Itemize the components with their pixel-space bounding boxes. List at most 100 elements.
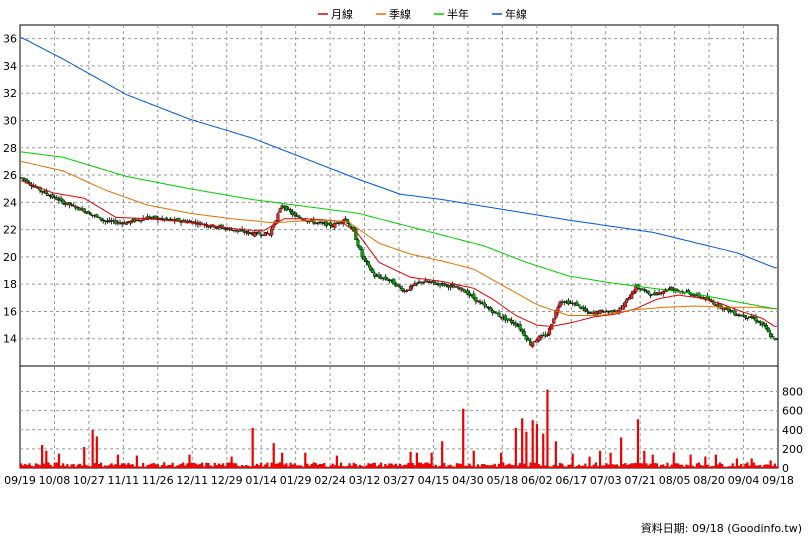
volume-bar bbox=[474, 466, 477, 468]
candle-up bbox=[208, 226, 213, 228]
volume-bars bbox=[19, 389, 779, 468]
volume-bar bbox=[344, 466, 347, 468]
volume-bar bbox=[411, 462, 414, 468]
volume-bar bbox=[219, 464, 223, 468]
volume-bar bbox=[529, 462, 532, 468]
volume-bar bbox=[293, 463, 296, 468]
volume-bar bbox=[43, 463, 46, 468]
x-tick-label: 11/26 bbox=[142, 474, 174, 487]
volume-bar bbox=[68, 466, 71, 468]
candle-down bbox=[164, 217, 168, 220]
volume-bar bbox=[188, 454, 191, 468]
volume-bar bbox=[213, 462, 216, 468]
volume-bar bbox=[544, 465, 547, 468]
candle-up bbox=[693, 295, 697, 297]
candle-down bbox=[44, 190, 48, 195]
volume-bar bbox=[217, 463, 221, 468]
volume-bar bbox=[28, 463, 31, 468]
volume-bar bbox=[664, 466, 667, 468]
volume-bar bbox=[773, 463, 776, 468]
volume-bar bbox=[331, 463, 334, 468]
volume-bar bbox=[691, 465, 694, 468]
price-tick-label: 32 bbox=[3, 87, 17, 100]
volume-bar bbox=[487, 465, 490, 468]
volume-bar bbox=[192, 462, 195, 468]
volume-bar bbox=[451, 466, 454, 468]
volume-bar bbox=[388, 463, 391, 468]
volume-bar bbox=[295, 465, 298, 468]
volume-bar bbox=[449, 464, 452, 468]
candle-down bbox=[444, 284, 448, 286]
volume-bar bbox=[394, 463, 397, 468]
volume-bar bbox=[401, 465, 404, 468]
x-tick-label: 09/04 bbox=[728, 474, 760, 487]
volume-bar bbox=[352, 462, 355, 468]
volume-bar bbox=[731, 463, 734, 468]
volume-bar bbox=[34, 463, 37, 468]
volume-bar bbox=[563, 466, 566, 468]
volume-bar bbox=[106, 465, 109, 468]
volume-bar bbox=[146, 465, 149, 468]
volume-bar bbox=[70, 464, 73, 468]
volume-bar bbox=[455, 463, 459, 468]
candle-down bbox=[503, 315, 507, 321]
volume-bar bbox=[662, 464, 665, 468]
volume-bar bbox=[64, 466, 67, 468]
x-tick-label: 09/19 bbox=[4, 474, 36, 487]
x-tick-label: 04/15 bbox=[418, 474, 450, 487]
candle-down bbox=[604, 310, 608, 312]
volume-bar bbox=[674, 463, 677, 468]
candle-down bbox=[377, 274, 381, 278]
volume-bar bbox=[689, 454, 692, 468]
volume-bar bbox=[234, 463, 237, 468]
volume-bar bbox=[302, 466, 305, 468]
price-tick-label: 34 bbox=[3, 60, 17, 73]
volume-bar bbox=[83, 446, 86, 468]
volume-tick-label: 0 bbox=[782, 462, 789, 475]
price-tick-label: 36 bbox=[3, 33, 17, 46]
candle-up bbox=[600, 310, 604, 312]
volume-bar bbox=[137, 466, 141, 468]
candle-down bbox=[686, 290, 691, 293]
volume-bar bbox=[405, 464, 408, 468]
x-tick-label: 10/27 bbox=[73, 474, 105, 487]
candle-down bbox=[482, 302, 486, 306]
candle-up bbox=[537, 336, 541, 341]
candle-down bbox=[55, 197, 59, 201]
volume-bar bbox=[371, 463, 374, 468]
volume-bar bbox=[708, 466, 711, 468]
volume-bar bbox=[169, 464, 172, 468]
volume-bar bbox=[632, 463, 635, 468]
candle-down bbox=[59, 197, 63, 201]
volume-bar bbox=[81, 465, 84, 468]
volume-bar bbox=[638, 463, 642, 468]
candle-up bbox=[97, 216, 101, 219]
volume-bar bbox=[161, 465, 164, 468]
candle-down bbox=[646, 290, 651, 294]
volume-bar bbox=[365, 465, 368, 468]
volume-bar bbox=[152, 462, 155, 468]
candle-down bbox=[562, 301, 566, 304]
volume-bar bbox=[512, 465, 515, 468]
candle-up bbox=[124, 222, 128, 225]
volume-bar bbox=[179, 463, 183, 468]
x-tick-label: 08/05 bbox=[659, 474, 691, 487]
candle-up bbox=[448, 285, 453, 288]
candle-down bbox=[474, 297, 478, 302]
candle-up bbox=[270, 228, 274, 236]
volume-bar bbox=[537, 464, 541, 468]
candle-up bbox=[421, 281, 425, 284]
volume-bar bbox=[744, 463, 747, 468]
volume-bar bbox=[550, 466, 553, 468]
volume-bar bbox=[628, 464, 631, 468]
volume-bar bbox=[575, 465, 579, 468]
volume-bar bbox=[489, 465, 492, 468]
volume-bar bbox=[125, 464, 128, 468]
candle-down bbox=[86, 210, 91, 214]
candle-down bbox=[51, 194, 55, 198]
volume-bar bbox=[643, 450, 646, 468]
volume-bar bbox=[647, 465, 650, 468]
volume-bar bbox=[500, 452, 503, 468]
x-tick-label: 11/11 bbox=[108, 474, 140, 487]
volume-bar bbox=[518, 463, 522, 468]
